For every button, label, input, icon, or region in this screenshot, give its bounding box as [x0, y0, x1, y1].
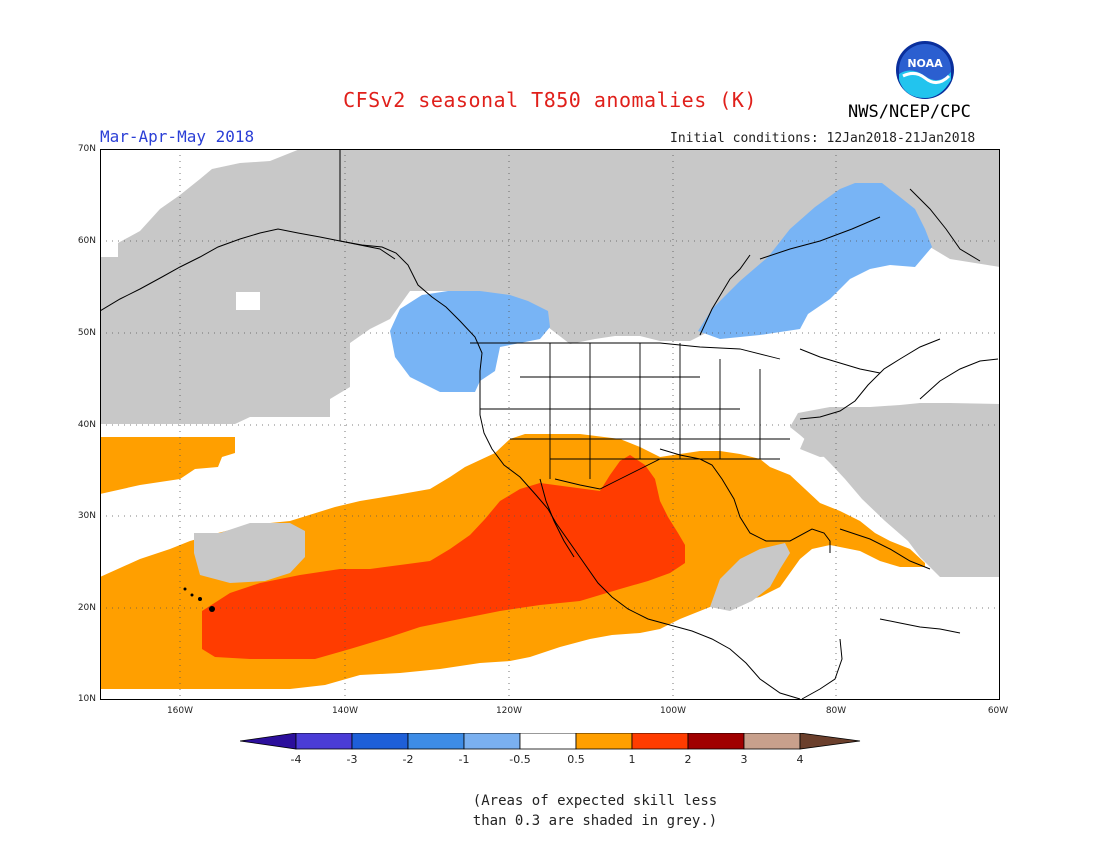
colorbar-tick: 1	[628, 753, 636, 766]
anomaly-map	[100, 149, 1000, 700]
colorbar-tick: -2	[402, 753, 414, 766]
lon-label-160w: 160W	[166, 706, 194, 716]
colorbar-tick: -0.5	[509, 753, 531, 766]
lat-label-30n: 30N	[77, 511, 96, 521]
lat-label-60n: 60N	[77, 236, 96, 246]
small-white-area	[236, 292, 260, 310]
cold-anomaly-eastern-canada	[698, 183, 932, 339]
lon-label-60w: 60W	[987, 706, 1009, 716]
initial-conditions-label: Initial conditions: 12Jan2018-21Jan2018	[670, 131, 976, 146]
skill-note-line-2: than 0.3 are shaded in grey.)	[472, 813, 718, 829]
political-borders	[470, 342, 790, 490]
map-frame	[100, 149, 1000, 700]
logo-text: NOAA	[907, 57, 943, 70]
colorbar-segment	[463, 733, 521, 750]
colorbar-tick: -4	[290, 753, 302, 766]
coastlines	[100, 149, 999, 700]
lat-label-70n: 70N	[77, 144, 96, 154]
lat-label-10n: 10N	[77, 694, 96, 704]
lon-label-140w: 140W	[331, 706, 359, 716]
low-skill-region-caribbean	[710, 543, 790, 611]
colorbar-tick: 2	[684, 753, 692, 766]
map-title: CFSv2 seasonal T850 anomalies (K)	[343, 88, 757, 112]
colorbar-segment	[519, 733, 577, 750]
colorbar-tick: -1	[458, 753, 470, 766]
colorbar-segment-min	[240, 733, 297, 750]
colorbar	[240, 733, 861, 750]
colorbar-segment	[407, 733, 465, 750]
lon-label-120w: 120W	[495, 706, 523, 716]
low-skill-region-north	[100, 149, 1000, 424]
lat-label-50n: 50N	[77, 328, 96, 338]
agency-label: NWS/NCEP/CPC	[848, 102, 971, 122]
skill-note-line-1: (Areas of expected skill less	[472, 793, 718, 809]
colorbar-segment	[631, 733, 689, 750]
colorbar-segment	[351, 733, 409, 750]
colorbar-segment-max	[799, 733, 861, 750]
colorbar-tick: -3	[346, 753, 358, 766]
season-label: Mar-Apr-May 2018	[100, 127, 255, 146]
colorbar-tick: 3	[740, 753, 748, 766]
colorbar-tick: 4	[796, 753, 804, 766]
colorbar-tick: 0.5	[567, 753, 585, 766]
lat-label-20n: 20N	[77, 603, 96, 613]
lat-label-40n: 40N	[77, 420, 96, 430]
lon-label-80w: 80W	[825, 706, 847, 716]
lon-label-100w: 100W	[659, 706, 687, 716]
colorbar-segment	[575, 733, 633, 750]
noaa-logo: NOAA	[896, 41, 954, 99]
cold-anomaly-pacific-northwest	[390, 291, 550, 392]
colorbar-segment	[687, 733, 745, 750]
colorbar-segment	[295, 733, 353, 750]
low-skill-region-northeast-us	[800, 407, 912, 457]
low-skill-region-subtropical-pacific	[194, 523, 305, 583]
colorbar-segment	[743, 733, 801, 750]
hawaii-islands	[183, 587, 215, 612]
